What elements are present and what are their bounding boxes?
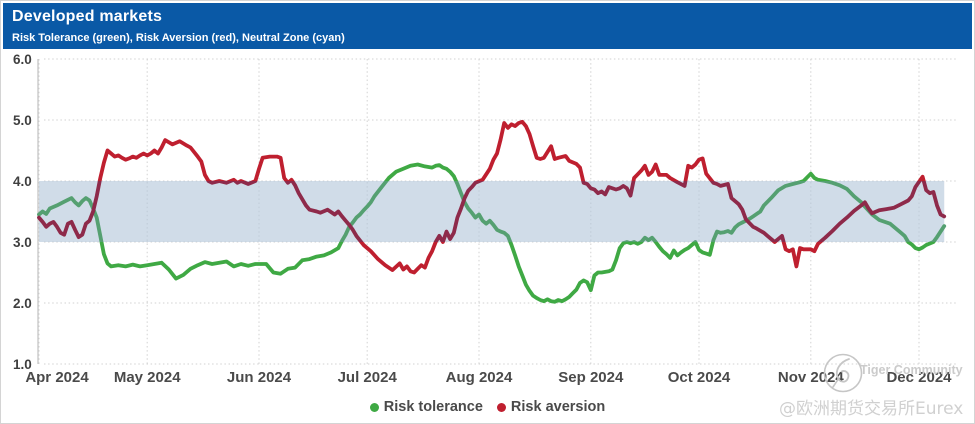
chart-header: Developed markets Risk Tolerance (green)… [3,3,972,49]
x-axis-label-apr: Apr 2024 [25,369,89,386]
legend-item-risk-tolerance[interactable]: Risk tolerance [369,399,483,415]
y-axis-label-1: 1.0 [13,357,32,372]
x-axis-label-jun: Jun 2024 [227,369,292,386]
chart-subtitle: Risk Tolerance (green), Risk Aversion (r… [12,32,345,44]
risk-aversion-line [37,119,947,275]
y-axis-label-5: 5.0 [13,113,32,128]
legend-label-risk-tolerance: Risk tolerance [383,399,483,415]
x-axis-label-jul: Jul 2024 [338,369,398,386]
x-axis-label-nov: Nov 2024 [778,369,845,386]
risk-aversion-swatch-icon [496,402,506,412]
y-axis-label-2: 2.0 [13,296,32,311]
chart-title: Developed markets [12,8,163,25]
x-axis-label-sep: Sep 2024 [558,369,624,386]
chart-legend: Risk tolerance Risk aversion [1,398,974,416]
risk-tolerance-swatch-icon [369,402,379,412]
legend-item-risk-aversion[interactable]: Risk aversion [496,399,606,415]
x-axis-label-may: May 2024 [114,369,181,386]
x-axis-label-dec: Dec 2024 [886,369,952,386]
neutral-zone-band [39,181,945,242]
legend-label-risk-aversion: Risk aversion [510,399,606,415]
y-axis-label-4: 4.0 [13,174,32,189]
y-axis-label-3: 3.0 [13,235,32,250]
y-axis-label-6: 6.0 [13,52,32,67]
x-axis-label-aug: Aug 2024 [446,369,513,386]
risk-tolerance-line [37,162,947,304]
x-axis-label-oct: Oct 2024 [668,369,731,386]
